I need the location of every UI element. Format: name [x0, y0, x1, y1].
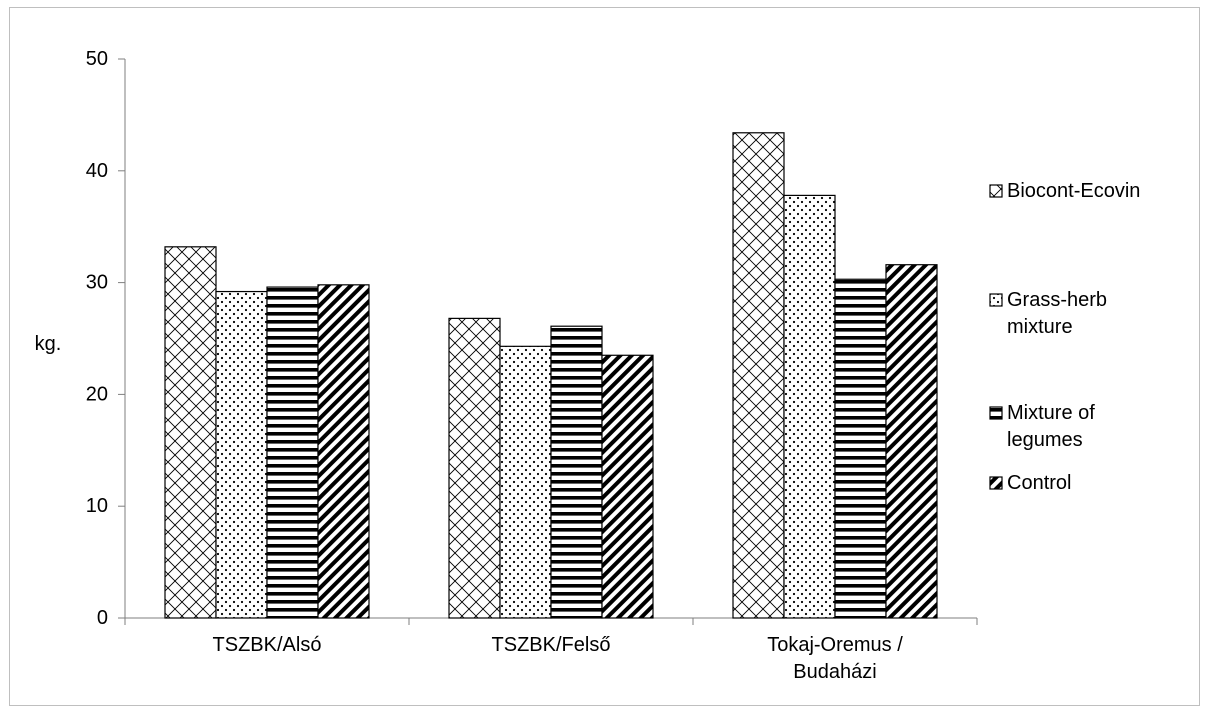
bar-wide-diagonal-1: [601, 354, 654, 619]
legend-label: Grass-herb mixture: [1007, 289, 1107, 338]
y-tick-label: 40: [86, 160, 108, 182]
y-tick-label: 50: [86, 48, 108, 70]
legend-swatch: [989, 293, 1003, 307]
bar-dots-2: [783, 194, 836, 619]
legend-item: Grass-herb mixture: [989, 289, 1107, 338]
legend-label: Control: [1007, 472, 1071, 494]
bar-dots-0: [215, 290, 268, 619]
bar-crosshatch-diagonal-1: [448, 317, 501, 619]
bar-crosshatch-diagonal-0: [164, 246, 217, 619]
legend-item: Mixture of legumes: [989, 402, 1095, 451]
bar-wide-diagonal-0: [317, 284, 370, 619]
x-category-label: TSZBK/Felső: [492, 634, 611, 656]
bar-series-group: [164, 132, 938, 619]
bar-wide-diagonal-2: [885, 264, 938, 619]
legend: Biocont-Ecovin Grass-herb mixture Mixture o…: [989, 180, 1140, 494]
x-category-label: Tokaj-Oremus / Budaházi: [767, 634, 903, 683]
legend-swatch: [989, 184, 1003, 198]
chart-border: [9, 7, 1200, 706]
y-axis-title: kg.: [35, 333, 62, 355]
legend-label: Biocont-Ecovin: [1007, 180, 1140, 202]
bar-horizontal-lines-0: [266, 286, 319, 619]
bar-dots-1: [499, 345, 552, 619]
legend-item: Biocont-Ecovin: [989, 180, 1140, 202]
y-tick-label: 30: [86, 272, 108, 294]
legend-swatch: [989, 406, 1003, 420]
y-tick-label: 20: [86, 383, 108, 405]
y-tick-label: 0: [97, 607, 108, 629]
legend-swatch: [989, 476, 1003, 490]
x-axis: TSZBK/Alsó TSZBK/Felső Tokaj-Oremus / Budah…: [124, 617, 978, 683]
bar-crosshatch-diagonal-2: [732, 132, 785, 619]
y-tick-label: 10: [86, 495, 108, 517]
x-category-label: TSZBK/Alsó: [213, 634, 322, 656]
y-axis: 0 10 20 30 40 50: [86, 48, 126, 629]
bar-horizontal-lines-1: [550, 325, 603, 619]
bar-horizontal-lines-2: [834, 278, 887, 619]
legend-item: Control: [989, 472, 1071, 494]
legend-label: Mixture of legumes: [1007, 402, 1095, 451]
